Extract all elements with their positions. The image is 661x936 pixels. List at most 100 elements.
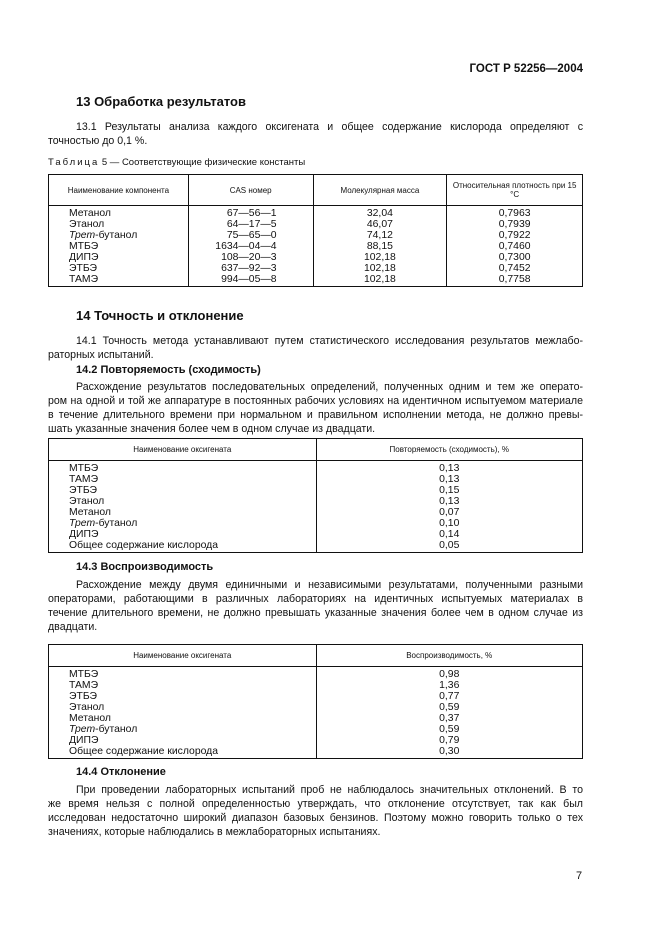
text-line: При проведении лабораторных испытаний пр… [76, 784, 583, 796]
cell-density: 0,7963 [446, 205, 583, 219]
text-line: же время нельзя с полной определенностью… [48, 798, 583, 810]
table-row: Метанол 67—56—1 32,04 0,7963 [48, 205, 583, 219]
table-row: Общее содержание кислорода 0,30 [48, 746, 583, 759]
cell-mass: 88,15 [312, 241, 448, 252]
para-13-1: 13.1 Результаты анализа каждого оксигена… [48, 120, 583, 148]
text-line: Расхождение между двумя единичными и нез… [76, 579, 583, 591]
cell-cas: 64—17—5 [187, 219, 314, 230]
cell-oxygenate: ДИПЭ [48, 529, 317, 540]
col-header-oxygenate: Наименование оксигената [48, 438, 317, 461]
name-text: ЭТБЭ [69, 263, 97, 274]
text-line: шать указанные значения более чем в одно… [48, 423, 376, 435]
cell-cas: 75—65—0 [187, 230, 314, 241]
section-14-2-heading: 14.2 Повторяемость (сходимость) [76, 364, 261, 376]
cell-component: МТБЭ [48, 241, 189, 252]
cell-oxygenate: Общее содержание кислорода [48, 746, 317, 759]
cell-oxygenate: МТБЭ [48, 460, 317, 474]
cell-value: 0,37 [315, 713, 583, 724]
caption-text: 5 — Соответствующие физические константы [99, 157, 306, 168]
text-line: исследован недостаточно широкий диапазон… [48, 812, 583, 824]
name-text: МТБЭ [69, 463, 99, 474]
table-row: МТБЭ 1634—04—4 88,15 0,7460 [48, 241, 583, 252]
text-line: ром на одной и той же аппаратуре в посто… [48, 395, 583, 407]
table-row: Трет-бутанол 0,10 [48, 518, 584, 529]
name-text: ТАМЭ [69, 474, 99, 485]
name-prefix: Трет [69, 724, 96, 735]
name-text: ТАМЭ [69, 274, 99, 285]
name-text: ДИПЭ [69, 252, 99, 263]
cell-oxygenate: ЭТБЭ [48, 485, 317, 496]
cell-value: 0,59 [315, 702, 583, 713]
col-header-value: Воспроизводимость, % [315, 644, 583, 667]
table-row: Трет-бутанол 0,59 [48, 724, 583, 735]
text-line: точностью до 0,1 %. [48, 135, 148, 147]
cell-component: Метанол [48, 205, 189, 219]
table-row: Этанол 0,59 [48, 702, 583, 713]
standard-number: ГОСТ Р 52256—2004 [469, 63, 583, 75]
table-row: Метанол 0,37 [48, 713, 583, 724]
cell-value: 0,98 [315, 666, 583, 680]
cell-component: ДИПЭ [48, 252, 189, 263]
text-line: течение длительного времени, не должно п… [48, 607, 583, 619]
name-text: ДИПЭ [69, 735, 99, 746]
cell-density: 0,7452 [446, 263, 583, 274]
text-line: 14.1 Точность метода устанавливают путем… [76, 335, 583, 347]
cell-mass: 74,12 [312, 230, 448, 241]
table-row: ТАМЭ 0,13 [48, 474, 584, 485]
cell-density: 0,7939 [446, 219, 583, 230]
name-text: -бутанол [95, 724, 138, 735]
cell-mass: 46,07 [312, 219, 448, 230]
name-text: Метанол [69, 208, 111, 219]
col-header-cas: CAS номер [187, 174, 314, 206]
cell-value: 0,13 [315, 474, 584, 485]
table-row: ЭТБЭ 0,15 [48, 485, 584, 496]
text-line: операторами, работающими в различных лаб… [48, 593, 583, 605]
table-row: Общее содержание кислорода 0,05 [48, 540, 584, 553]
cell-value: 0,13 [315, 460, 584, 474]
cell-density: 0,7922 [446, 230, 583, 241]
table-5-caption: Таблица 5 — Соответствующие физические к… [48, 157, 305, 168]
cell-component: Этанол [48, 219, 189, 230]
cell-value: 0,15 [315, 485, 584, 496]
cell-oxygenate: МТБЭ [48, 666, 317, 680]
table-reproducibility: Наименование оксигената Воспроизводимость… [48, 644, 583, 759]
cell-value: 0,10 [315, 518, 584, 529]
cell-value: 1,36 [315, 680, 583, 691]
cell-cas: 108—20—3 [187, 252, 314, 263]
name-text: Метанол [69, 713, 111, 724]
cell-value: 0,13 [315, 496, 584, 507]
name-text: Этанол [69, 702, 105, 713]
cell-mass: 102,18 [312, 263, 448, 274]
text-line: двадцати. [48, 621, 98, 633]
page-number: 7 [576, 870, 583, 882]
table-row: ДИПЭ 0,14 [48, 529, 584, 540]
cell-cas: 67—56—1 [187, 205, 314, 219]
cell-cas: 637—92—3 [187, 263, 314, 274]
cell-oxygenate: Общее содержание кислорода [48, 540, 317, 553]
cell-density: 0,7758 [446, 274, 583, 287]
name-text: Общее содержание кислорода [69, 746, 219, 757]
name-text: МТБЭ [69, 669, 99, 680]
col-header-oxygenate: Наименование оксигената [48, 644, 317, 667]
text-line: Расхождение результатов последовательных… [76, 381, 583, 393]
name-text: ЭТБЭ [69, 691, 97, 702]
table-row: ЭТБЭ 0,77 [48, 691, 583, 702]
cell-mass: 32,04 [312, 205, 448, 219]
caption-prefix: Таблица [48, 157, 100, 168]
cell-oxygenate: Трет-бутанол [48, 518, 317, 529]
cell-mass: 102,18 [312, 274, 448, 287]
cell-oxygenate: Метанол [48, 713, 317, 724]
name-text: Этанол [69, 219, 105, 230]
para-14-4: При проведении лабораторных испытаний пр… [48, 783, 583, 839]
name-text: Этанол [69, 496, 105, 507]
cell-value: 0,79 [315, 735, 583, 746]
text-line: раторных испытаний. [48, 349, 154, 361]
cell-density: 0,7300 [446, 252, 583, 263]
name-text: Общее содержание кислорода [69, 540, 219, 551]
table-row: ЭТБЭ 637—92—3 102,18 0,7452 [48, 263, 583, 274]
cell-oxygenate: ТАМЭ [48, 680, 317, 691]
cell-oxygenate: Этанол [48, 702, 317, 713]
cell-component: ЭТБЭ [48, 263, 189, 274]
table-row: Метанол 0,07 [48, 507, 584, 518]
